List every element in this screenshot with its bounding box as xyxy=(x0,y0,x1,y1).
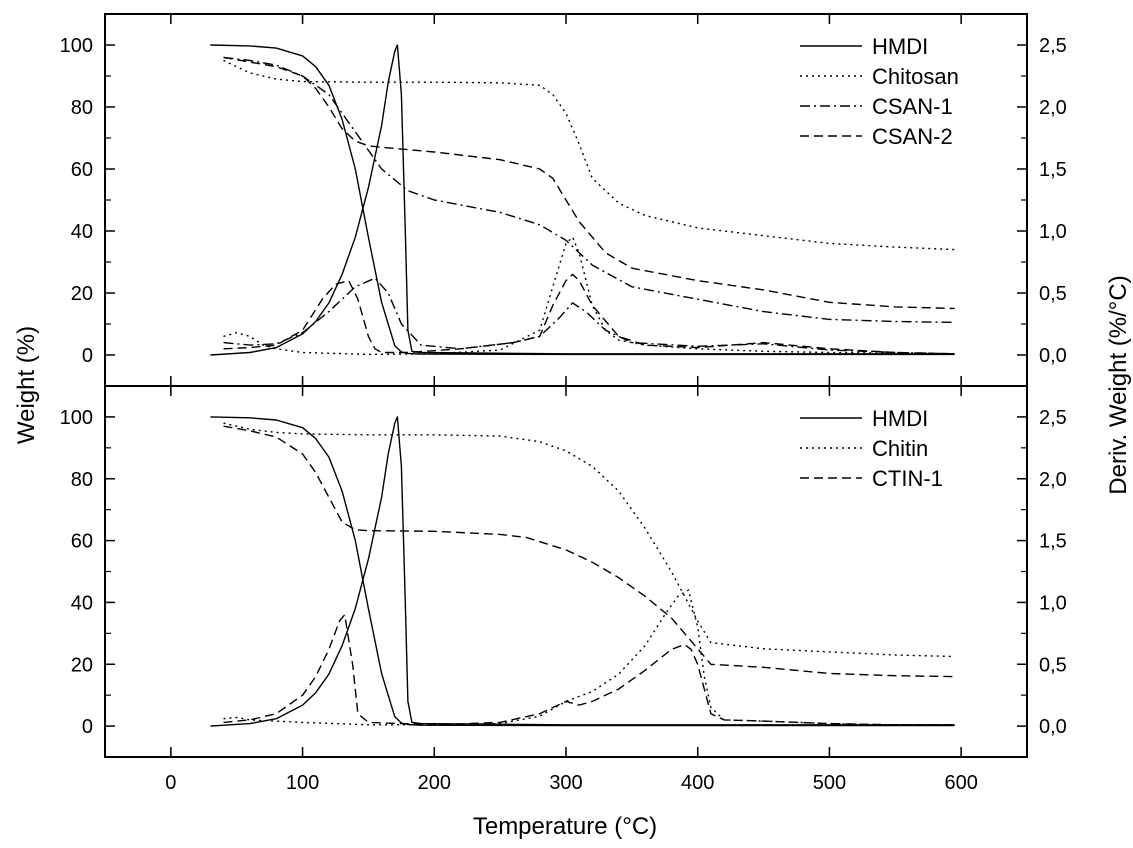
y2-tick-label: 2,0 xyxy=(1039,97,1067,119)
legend-label-chitin: Chitin xyxy=(872,436,928,461)
y2-tick-label: 0,0 xyxy=(1039,345,1067,367)
y2-tick-label: 1,0 xyxy=(1039,592,1067,614)
series-line-csan-2-weight xyxy=(223,56,955,310)
y2-tick-label: 1,0 xyxy=(1039,221,1067,243)
series-line-chitin-deriv xyxy=(223,589,955,726)
series-line-hmdi-deriv xyxy=(210,416,955,727)
series-line-hmdi-weight xyxy=(210,44,955,356)
panel-bottom: 0 100 200 300 400 500 600 0 20 40 60 80 100 0,0 0,5 1,0… xyxy=(60,385,1067,794)
y-tick-label: 60 xyxy=(71,531,93,553)
legend-label-hmdi: HMDI xyxy=(872,34,928,59)
y-tick-label: 60 xyxy=(71,159,93,181)
legend-label-chitosan: Chitosan xyxy=(872,64,959,89)
legend-label-hmdi: HMDI xyxy=(872,406,928,431)
y2-tick-label: 2,5 xyxy=(1039,407,1067,429)
x-axis-title: Temperature (°C) xyxy=(473,813,657,840)
y2-tick-label: 2,5 xyxy=(1039,35,1067,57)
y-tick-label: 20 xyxy=(71,283,93,305)
series-line-chitosan-weight xyxy=(223,59,955,251)
legend-label-csan-2: CSAN-2 xyxy=(872,124,953,149)
y2-tick-label: 2,0 xyxy=(1039,469,1067,491)
legend-label-ctin-1: CTIN-1 xyxy=(872,466,943,491)
x-tick-label: 200 xyxy=(418,772,451,794)
series-line-ctin-1-deriv xyxy=(223,614,955,726)
y-tick-label: 0 xyxy=(82,345,93,367)
y2-tick-label: 0,5 xyxy=(1039,283,1067,305)
y-tick-label: 0 xyxy=(82,716,93,738)
x-tick-label: 400 xyxy=(681,772,714,794)
y-axis-title: Weight (%) xyxy=(13,326,40,444)
series-line-ctin-1-weight xyxy=(223,425,955,678)
legend-label-csan-1: CSAN-1 xyxy=(872,94,953,119)
x-tick-label: 300 xyxy=(549,772,582,794)
x-tick-label: 600 xyxy=(944,772,977,794)
x-tick-label: 100 xyxy=(286,772,319,794)
series-line-csan-1-deriv xyxy=(223,277,955,355)
x-tick-label: 0 xyxy=(165,772,176,794)
series-line-csan-2-deriv xyxy=(223,273,955,355)
y-tick-label: 40 xyxy=(71,592,93,614)
y-tick-label: 20 xyxy=(71,654,93,676)
series-line-chitosan-deriv xyxy=(223,236,955,356)
y2-tick-label: 1,5 xyxy=(1039,531,1067,553)
y2-tick-label: 1,5 xyxy=(1039,159,1067,181)
y-tick-label: 100 xyxy=(60,407,93,429)
series-line-chitin-weight xyxy=(223,422,955,658)
y-tick-label: 80 xyxy=(71,97,93,119)
y2-tick-label: 0,0 xyxy=(1039,716,1067,738)
y-tick-label: 40 xyxy=(71,221,93,243)
series-line-hmdi-weight xyxy=(210,416,955,727)
panel-top: 0 20 40 60 80 100 0,0 0,5 1,0 1,5 2,0 2,5 HMDI Chitos… xyxy=(60,13,1067,387)
y-tick-label: 80 xyxy=(71,469,93,491)
y2-axis-title: Deriv. Weight (%/°C) xyxy=(1105,275,1132,494)
y2-tick-label: 0,5 xyxy=(1039,654,1067,676)
y-tick-label: 100 xyxy=(60,35,93,57)
series-line-csan-1-weight xyxy=(223,56,955,324)
x-tick-label: 500 xyxy=(813,772,846,794)
series-line-hmdi-deriv xyxy=(210,44,955,356)
